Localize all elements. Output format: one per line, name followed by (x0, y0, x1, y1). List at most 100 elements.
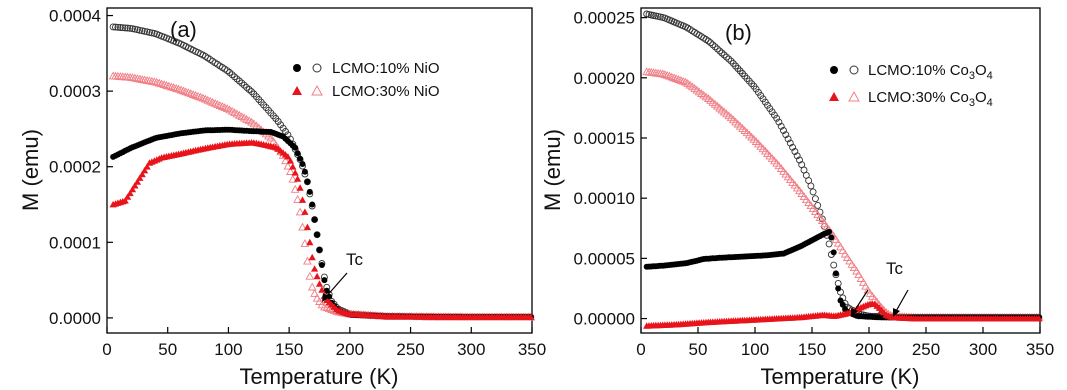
point-a-3 (176, 85, 186, 94)
tc-arrowhead-b-right (893, 308, 900, 317)
point-a-3 (171, 83, 181, 92)
point-a-3 (181, 87, 191, 96)
point-b-1 (789, 143, 797, 151)
point-b-3 (674, 75, 683, 84)
point-b-3 (842, 253, 852, 261)
point-a-2 (124, 193, 132, 200)
point-a-3 (303, 256, 312, 265)
point-a-1 (141, 27, 149, 35)
point-a-3 (324, 304, 334, 313)
point-b-3 (676, 75, 686, 84)
point-a-3 (157, 79, 166, 88)
x-tick-label-a-7: 350 (518, 340, 546, 359)
point-a-1 (124, 24, 132, 32)
point-b-1 (707, 39, 714, 47)
point-b-1 (786, 139, 794, 147)
point-b-3 (671, 74, 681, 83)
point-a-2 (121, 197, 129, 204)
point-a-0 (316, 246, 323, 253)
point-b-1 (773, 114, 781, 122)
point-a-0 (321, 277, 328, 284)
point-a-2 (527, 313, 535, 320)
point-a-2 (143, 163, 151, 170)
point-b-2 (1035, 315, 1043, 322)
point-a-3 (135, 74, 145, 83)
point-a-3 (140, 75, 149, 84)
tc-arrowhead-b-left (851, 308, 858, 317)
point-b-3 (858, 277, 868, 286)
legend-label-a-2: LCMO:30% NiO (332, 83, 440, 100)
point-a-0 (297, 155, 304, 162)
point-a-3 (188, 90, 198, 98)
point-a-1 (231, 73, 238, 81)
point-b-1 (784, 135, 792, 143)
series-b-2 (643, 300, 1043, 329)
point-b-3 (831, 235, 841, 244)
point-a-1 (109, 23, 117, 31)
y-tick-label-b-1: 0.00005 (574, 249, 635, 268)
chart-panel-a: 0 50 100 150 200 250 300 350 0.0000 0.0001 0.0002 0… (18, 7, 546, 389)
point-a-3 (203, 95, 213, 104)
x-tick-label-b-5: 250 (912, 340, 940, 359)
point-a-3 (198, 93, 208, 102)
y-tick-label-b-4: 0.00020 (574, 69, 635, 88)
point-a-3 (312, 293, 322, 302)
x-tick-label-a-5: 250 (396, 340, 424, 359)
point-b-1 (807, 182, 815, 190)
point-a-2 (313, 272, 321, 280)
tc-arrow-a (324, 272, 348, 299)
point-b-1 (720, 51, 728, 59)
point-b-1 (811, 195, 819, 203)
point-b-1 (777, 122, 785, 130)
point-b-3 (854, 270, 864, 279)
point-b-0 (830, 249, 837, 256)
point-b-1 (718, 49, 726, 57)
point-b-3 (852, 266, 861, 275)
y-tick-label-a-1: 0.0001 (49, 233, 101, 252)
point-b-3 (660, 70, 670, 78)
point-a-3 (154, 78, 164, 87)
point-b-3 (665, 71, 674, 80)
series-a-3 (108, 71, 536, 321)
point-a-3 (307, 282, 317, 291)
point-a-3 (288, 174, 298, 183)
point-b-3 (833, 238, 843, 247)
y-tick-label-b-3: 0.00015 (574, 129, 635, 148)
point-a-0 (309, 201, 316, 208)
tc-label-b: Tc (886, 259, 904, 278)
point-a-1 (248, 88, 255, 96)
point-a-3 (310, 288, 319, 297)
point-b-1 (650, 12, 657, 19)
point-a-1 (240, 81, 248, 89)
point-a-2 (294, 175, 302, 182)
point-b-1 (727, 57, 735, 65)
point-b-3 (836, 242, 845, 251)
series-a-2 (109, 139, 535, 320)
point-a-3 (315, 297, 324, 305)
tc-arrow-b-left (852, 289, 869, 314)
tc-arrowhead-a (322, 293, 330, 302)
point-b-1 (814, 201, 822, 209)
point-a-2 (308, 253, 316, 261)
legend-label-b-1: LCMO:10% Co3O4 (868, 62, 993, 82)
point-a-3 (193, 91, 203, 100)
series-b-1 (643, 10, 1043, 321)
point-b-3 (669, 73, 679, 82)
x-tick-label-a-0: 0 (102, 340, 111, 359)
point-a-3 (174, 84, 183, 93)
x-tick-label-a-6: 300 (457, 340, 485, 359)
point-a-2 (133, 178, 141, 185)
point-b-3 (847, 259, 857, 268)
point-a-2 (138, 170, 146, 178)
tc-annotation-b: Tc (851, 259, 909, 317)
series-a-1 (109, 23, 535, 321)
y-tick-label-a-2: 0.0002 (49, 158, 101, 177)
point-b-1 (818, 215, 826, 223)
point-a-2 (131, 182, 139, 189)
point-a-0 (311, 216, 318, 223)
point-a-2 (318, 286, 326, 293)
legend-marker-a-2-filled (292, 86, 302, 95)
point-b-1 (716, 47, 724, 55)
y-tick-label-b-0: 0.00000 (574, 310, 635, 329)
